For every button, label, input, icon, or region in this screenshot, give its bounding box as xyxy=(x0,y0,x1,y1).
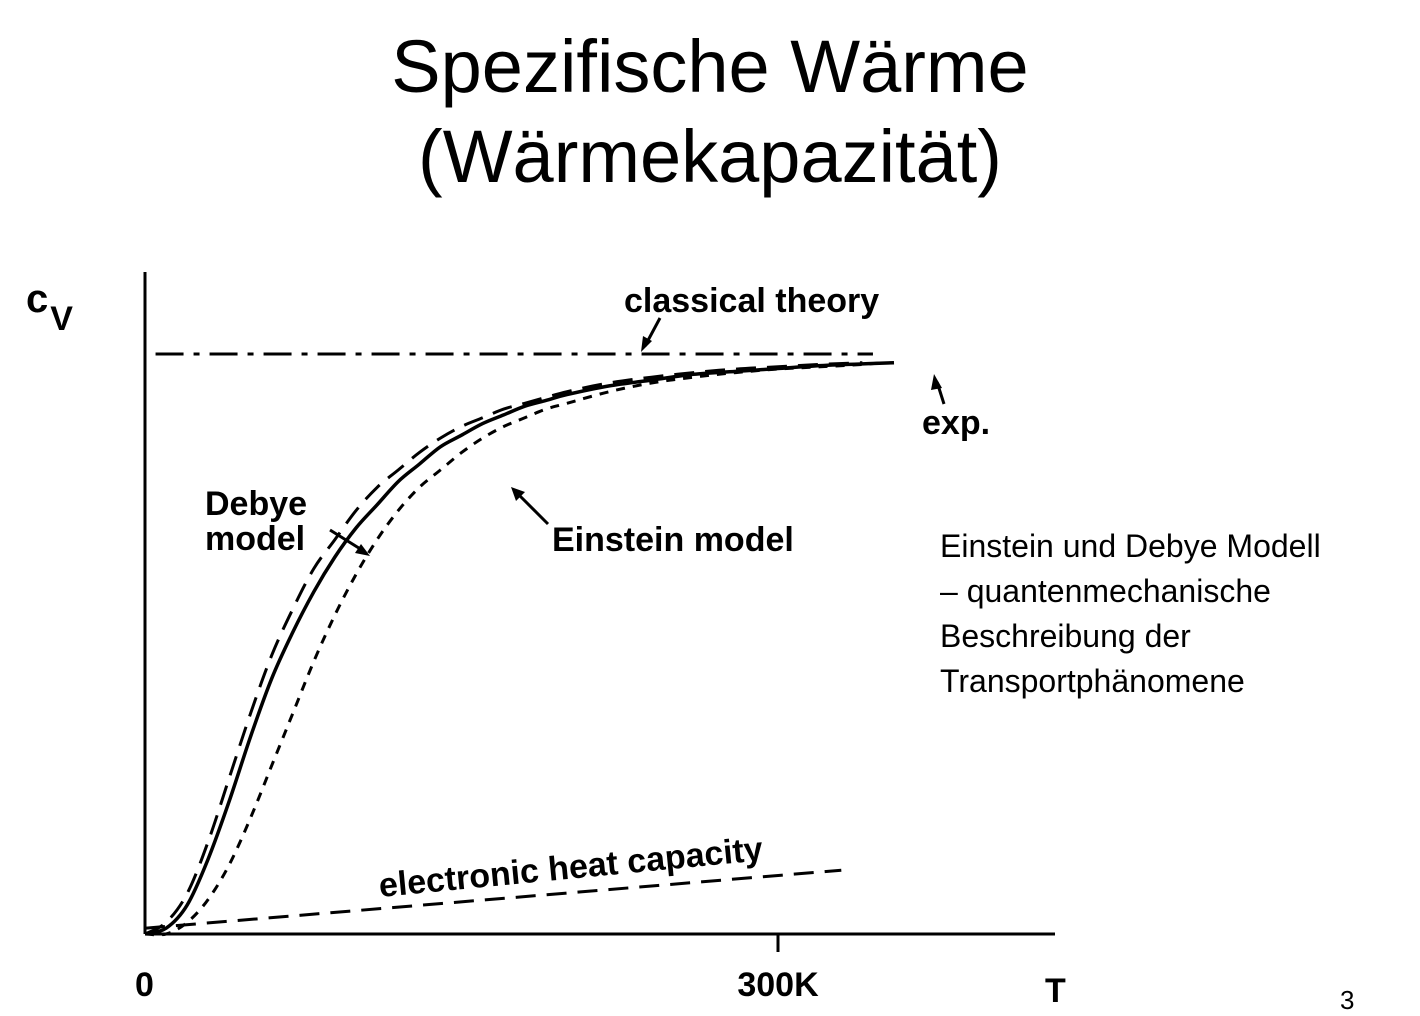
arrowhead-classical-theory xyxy=(641,336,652,352)
chart-axes xyxy=(143,272,1055,936)
slide-title-line-2: (Wärmekapazität) xyxy=(418,115,1002,198)
arrowhead-einstein xyxy=(511,487,525,501)
annotation-electronic-heat-capacity: electronic heat capacity xyxy=(377,830,764,905)
series-einstein-model xyxy=(144,361,884,937)
series-layer xyxy=(144,352,895,937)
x-tick-label-300k: 300K xyxy=(737,966,819,1004)
series-electronic-heat-capacity xyxy=(144,868,842,930)
annotation-exp: exp. xyxy=(922,404,990,442)
annotation-einstein: Einstein model xyxy=(552,521,794,559)
page-number: 3 xyxy=(1340,985,1355,1015)
x-tick-label-0: 0 xyxy=(135,966,154,1004)
annotation-classical-theory: classical theory xyxy=(624,282,879,320)
side-note-line-2: – quantenmechanische xyxy=(940,573,1271,609)
annotation-debye-line-2: model xyxy=(205,520,305,558)
side-note: Einstein und Debye Modell – quantenmecha… xyxy=(940,524,1410,704)
side-note-line-3: Beschreibung der xyxy=(940,618,1191,654)
arrowhead-debye xyxy=(355,544,370,556)
arrow-einstein xyxy=(516,492,550,526)
y-axis-label-sub: V xyxy=(50,300,73,338)
y-axis-label: cV xyxy=(26,277,73,338)
x-axis-label: T xyxy=(1045,972,1066,1006)
slide-title: Spezifische Wärme (Wärmekapazität) xyxy=(0,22,1420,202)
side-note-line-1: Einstein und Debye Modell xyxy=(940,528,1321,564)
arrowhead-exp xyxy=(931,374,942,390)
ticks-layer: 0 300K xyxy=(135,934,819,1004)
arrow-debye xyxy=(329,528,363,552)
series-debye-model xyxy=(144,361,863,936)
annotation-debye-line-1: Debye xyxy=(205,485,307,523)
side-note-line-4: Transportphänomene xyxy=(940,663,1245,699)
slide-title-line-1: Spezifische Wärme xyxy=(391,25,1029,108)
series-exp xyxy=(144,360,895,936)
y-axis-label-main: c xyxy=(26,277,48,321)
